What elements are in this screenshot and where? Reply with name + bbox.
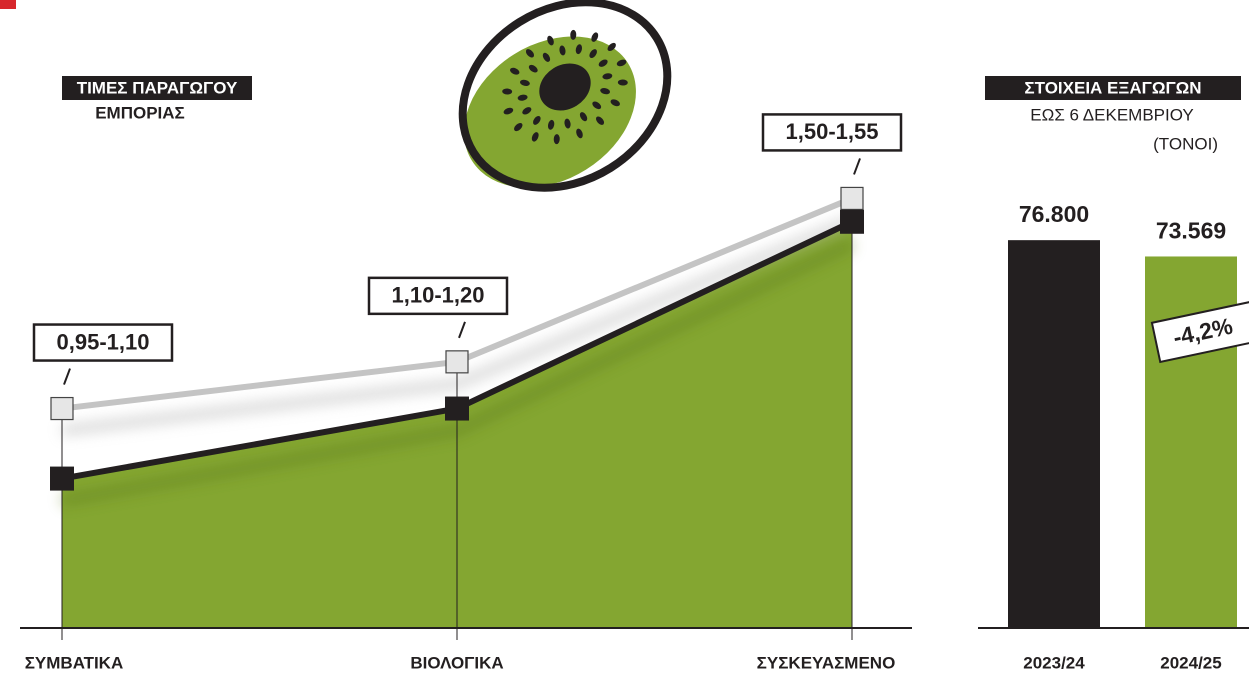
value-label: 76.800 <box>1019 201 1089 227</box>
chart-subtitle: ΕΩΣ 6 ΔΕΚΕΜΒΡΙΟΥ <box>1030 105 1193 124</box>
marker <box>445 397 469 421</box>
marker <box>841 187 863 209</box>
page: ΤΙΜΕΣ ΠΑΡΑΓΩΓΟΥ ΕΜΠΟΡΙΑΣ ΣΤΟΙΧΕΙΑ ΕΞΑΓΩΓ… <box>0 0 1249 675</box>
label-pointer <box>459 322 465 338</box>
range-label: 1,10-1,20 <box>392 283 485 308</box>
chart: ΤΙΜΕΣ ΠΑΡΑΓΩΓΟΥ ΕΜΠΟΡΙΑΣ ΣΤΟΙΧΕΙΑ ΕΞΑΓΩΓ… <box>0 0 1249 675</box>
chart-title: ΤΙΜΕΣ ΠΑΡΑΓΩΓΟΥ <box>77 78 238 97</box>
unit-label: (ΤΟΝΟΙ) <box>1153 134 1218 153</box>
range-label: 1,50-1,55 <box>786 119 879 144</box>
marker <box>51 398 73 420</box>
kiwi-illustration <box>428 0 702 225</box>
label-pointer <box>854 158 860 174</box>
chart-title: ΣΤΟΙΧΕΙΑ ΕΞΑΓΩΓΩΝ <box>1024 78 1201 97</box>
bar <box>1008 240 1100 628</box>
x-tick-label: ΣΥΣΚΕΥΑΣΜΕΝΟ <box>757 653 896 672</box>
chart-subtitle: ΕΜΠΟΡΙΑΣ <box>95 103 185 122</box>
value-label: 73.569 <box>1156 218 1226 244</box>
marker <box>50 467 74 491</box>
marker <box>446 351 468 373</box>
x-tick-label: 2024/25 <box>1160 653 1221 672</box>
corner-mark <box>0 0 16 9</box>
x-tick-label: ΒΙΟΛΟΓΙΚΑ <box>410 653 503 672</box>
label-pointer <box>64 369 70 385</box>
x-tick-label: ΣΥΜΒΑΤΙΚΑ <box>25 653 124 672</box>
range-label: 0,95-1,10 <box>57 329 150 354</box>
x-tick-label: 2023/24 <box>1023 653 1085 672</box>
marker <box>840 210 864 234</box>
